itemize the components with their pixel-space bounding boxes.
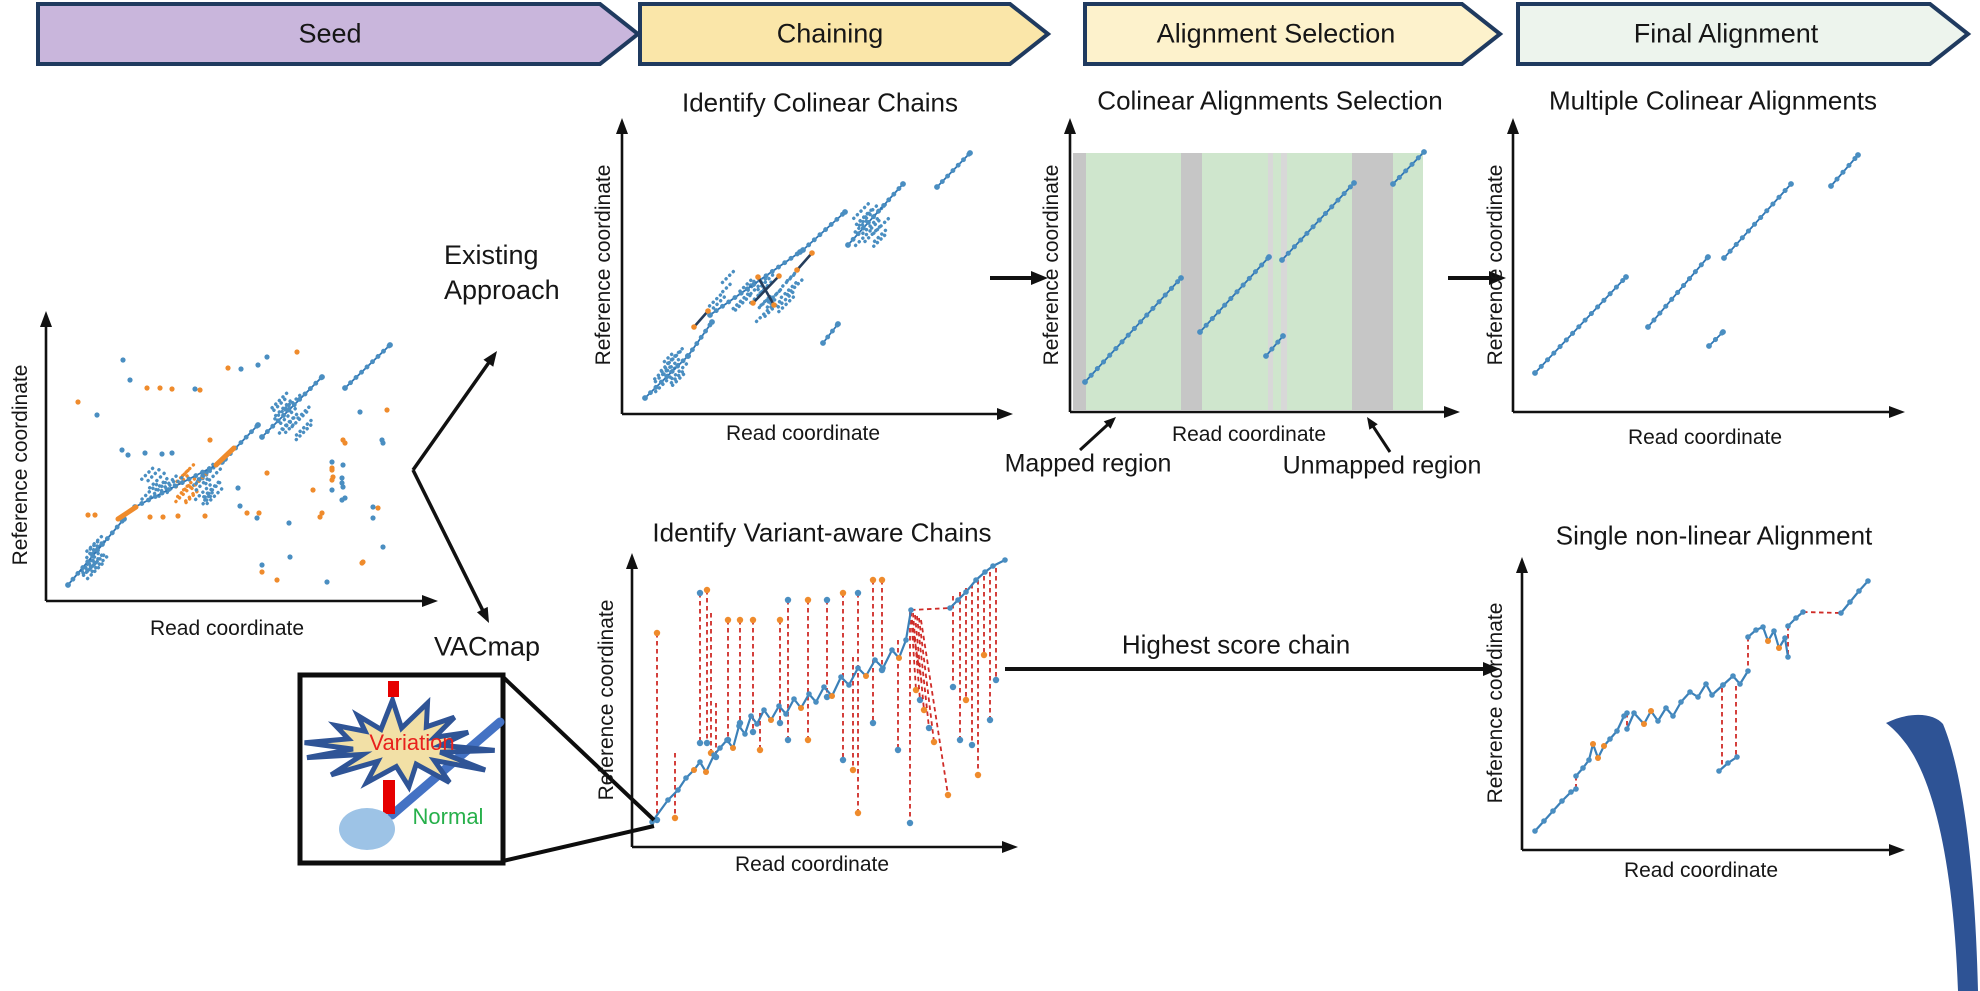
colinear-chains-plot <box>642 150 973 401</box>
single-alignment-plot <box>1532 578 1871 834</box>
selection-chains <box>1082 149 1427 385</box>
banner-chevron-1 <box>638 1 1052 66</box>
banner-chevron-3 <box>1516 1 1972 66</box>
banner-chevron-0 <box>36 1 642 66</box>
stage-banner <box>36 1 1972 66</box>
multiple-alignment-chains <box>1532 152 1861 376</box>
seed-dotplot <box>65 342 393 588</box>
banner-chevron-2 <box>1083 1 1504 66</box>
variation-inset <box>297 672 656 866</box>
mapped-unmapped-bands <box>1073 153 1423 410</box>
variant-aware-plot <box>649 557 1008 827</box>
swoosh-arrow <box>1886 714 1978 991</box>
flow-arrows <box>411 271 1506 676</box>
